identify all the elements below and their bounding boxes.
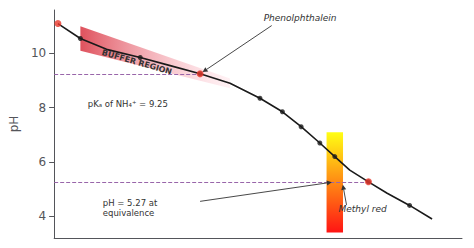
svg-text:BUFFER REGION: BUFFER REGION — [101, 48, 173, 77]
svg-text:Methyl red: Methyl red — [339, 204, 387, 214]
svg-text:pH: pH — [7, 116, 21, 133]
svg-text:8: 8 — [39, 101, 47, 115]
svg-text:10: 10 — [31, 46, 46, 60]
svg-text:6: 6 — [39, 155, 47, 169]
svg-text:pH = 5.27 at: pH = 5.27 at — [103, 198, 158, 208]
svg-text:Phenolphthalein: Phenolphthalein — [264, 13, 337, 23]
svg-text:pKₐ of NH₄⁺ = 9.25: pKₐ of NH₄⁺ = 9.25 — [88, 99, 168, 109]
svg-text:equivalence: equivalence — [103, 208, 155, 218]
svg-text:4: 4 — [39, 209, 47, 223]
